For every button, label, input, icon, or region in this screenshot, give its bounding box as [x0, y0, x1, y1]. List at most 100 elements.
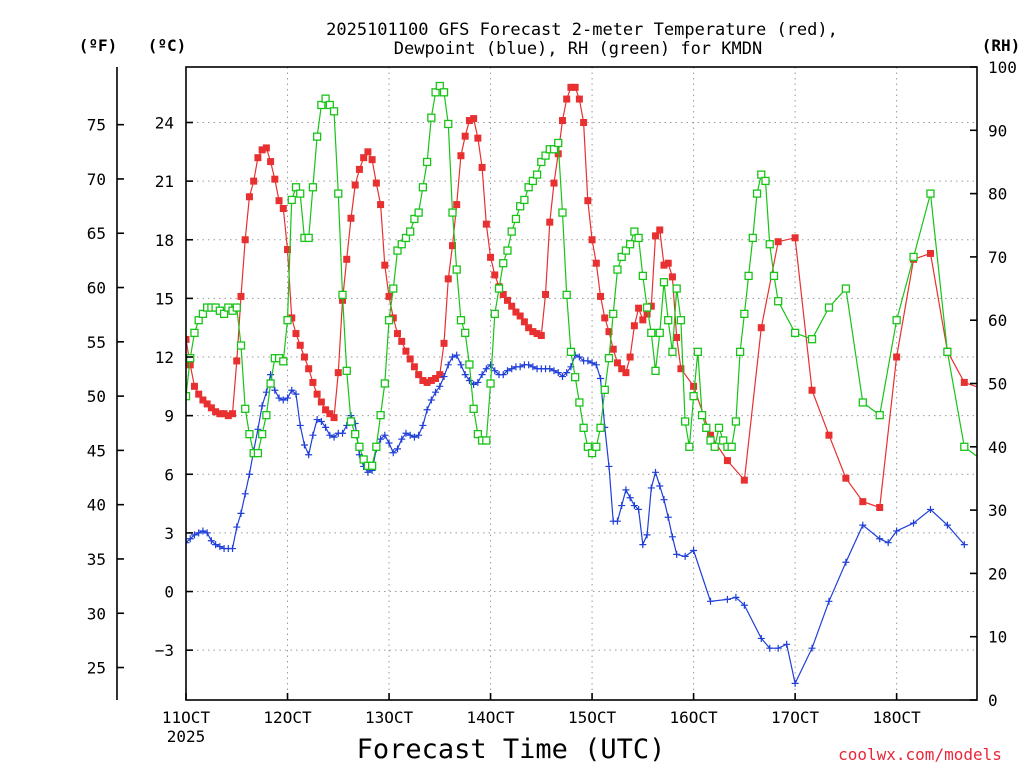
temperature-point: [622, 369, 630, 377]
dewpoint-point: [774, 644, 782, 652]
rh-point: [748, 233, 757, 243]
dewpoint-point: [275, 394, 283, 402]
rh-point: [528, 176, 538, 186]
rh-point: [757, 170, 766, 179]
dewpoint-point: [432, 388, 440, 396]
rh-point: [541, 151, 550, 160]
temperature-point: [529, 328, 537, 336]
dewpoint-point: [258, 402, 266, 410]
temperature-point: [402, 347, 410, 355]
dewpoint-point: [791, 679, 799, 687]
temperature-point: [305, 365, 313, 373]
temperature-point: [448, 242, 456, 250]
dewpoint-point: [647, 484, 655, 492]
rh-point: [329, 107, 339, 116]
dewpoint-point: [808, 644, 816, 652]
rh-point: [583, 442, 592, 451]
temperature-point: [584, 197, 592, 205]
rh-point: [321, 94, 330, 103]
dewpoint-point: [757, 634, 765, 642]
temperature-point: [220, 410, 228, 418]
fahrenheit-tick-label: 75: [87, 116, 106, 135]
x-tick-label: 16OCT: [670, 708, 719, 727]
plot-frame: [185, 66, 978, 701]
rh-tick-label: 20: [988, 564, 1007, 583]
dewpoint-point: [195, 529, 203, 537]
temperature-point: [229, 410, 237, 418]
rh-point: [325, 100, 334, 110]
rh-point: [232, 303, 241, 312]
rh-point: [651, 366, 660, 375]
temperature-point: [605, 328, 613, 336]
rh-point: [647, 328, 656, 338]
temperature-point: [186, 335, 190, 343]
rh-point: [431, 88, 440, 97]
dewpoint-point: [186, 539, 190, 547]
temperature-point: [520, 318, 528, 326]
dewpoint-point: [212, 541, 220, 549]
dewpoint-point: [783, 640, 791, 648]
rh-point: [257, 429, 267, 439]
dewpoint-point: [478, 371, 486, 379]
fahrenheit-tick-label: 65: [87, 224, 106, 243]
dewpoint-point: [550, 367, 558, 375]
dewpoint-point: [605, 462, 613, 470]
rh-tick-label: 10: [988, 628, 1007, 647]
dewpoint-point: [415, 431, 423, 439]
rh-point: [769, 271, 779, 281]
rh-tick-label: 80: [988, 185, 1007, 204]
dewpoint-point: [296, 421, 304, 429]
dewpoint-point: [660, 496, 668, 504]
rh-point: [537, 157, 546, 167]
temperature-point: [393, 330, 401, 338]
dewpoint-point: [279, 396, 287, 404]
temperature-point: [842, 474, 850, 482]
celsius-tick-label: 18: [155, 231, 174, 250]
dewpoint-point: [588, 359, 596, 367]
rh-point: [604, 354, 614, 363]
temperature-point: [444, 275, 452, 283]
rh-point: [600, 385, 609, 394]
rh-point: [312, 132, 322, 141]
chart-title-line2: Dewpoint (blue), RH (green) for KMDN: [394, 39, 762, 59]
rh-point: [296, 189, 305, 198]
temperature-point: [233, 357, 241, 365]
temperature-point: [503, 296, 511, 304]
rh-point: [596, 423, 605, 432]
celsius-tick-label: 12: [155, 348, 174, 367]
rh-tick-label: 50: [988, 375, 1007, 394]
fahrenheit-tick-label: 55: [87, 333, 106, 352]
rh-point: [355, 442, 364, 451]
temperature-point: [326, 410, 334, 418]
x-tick-label: 11OCT: [162, 708, 211, 727]
x-tick-label: 13OCT: [365, 708, 414, 727]
temperature-point: [224, 412, 232, 420]
dewpoint-point: [398, 435, 406, 443]
temperature-point: [613, 359, 621, 367]
rh-point: [393, 246, 402, 255]
dewpoint-point: [960, 541, 968, 549]
temperature-point: [275, 197, 283, 205]
fahrenheit-tick-label: 60: [87, 279, 106, 298]
dewpoint-point: [216, 543, 224, 551]
rh-point: [376, 410, 385, 420]
rh-tick-label: 30: [988, 501, 1007, 520]
rh-point: [579, 423, 588, 432]
dewpoint-point: [254, 425, 262, 433]
chart-title-line1: 2025101100 GFS Forecast 2-meter Temperat…: [326, 20, 838, 40]
temperature-point: [474, 134, 482, 142]
dewpoint-point: [943, 521, 951, 529]
rh-point: [655, 328, 664, 338]
temperature-point: [292, 330, 300, 338]
temperature-point: [508, 302, 516, 310]
temperature-point: [267, 158, 275, 166]
tick-labels: −3 0 3 6 9 12 15 18 21 24 25 30 35 40 45 50 55 60 65 70 75 0 1…: [87, 58, 1017, 727]
rh-point: [380, 379, 389, 388]
dewpoint-point: [326, 431, 334, 439]
rh-point: [664, 316, 673, 325]
temperature-point: [635, 304, 643, 312]
rh-point: [367, 461, 377, 470]
rh-point: [909, 252, 918, 262]
rh-point: [562, 290, 571, 300]
temperature-point: [250, 177, 258, 185]
